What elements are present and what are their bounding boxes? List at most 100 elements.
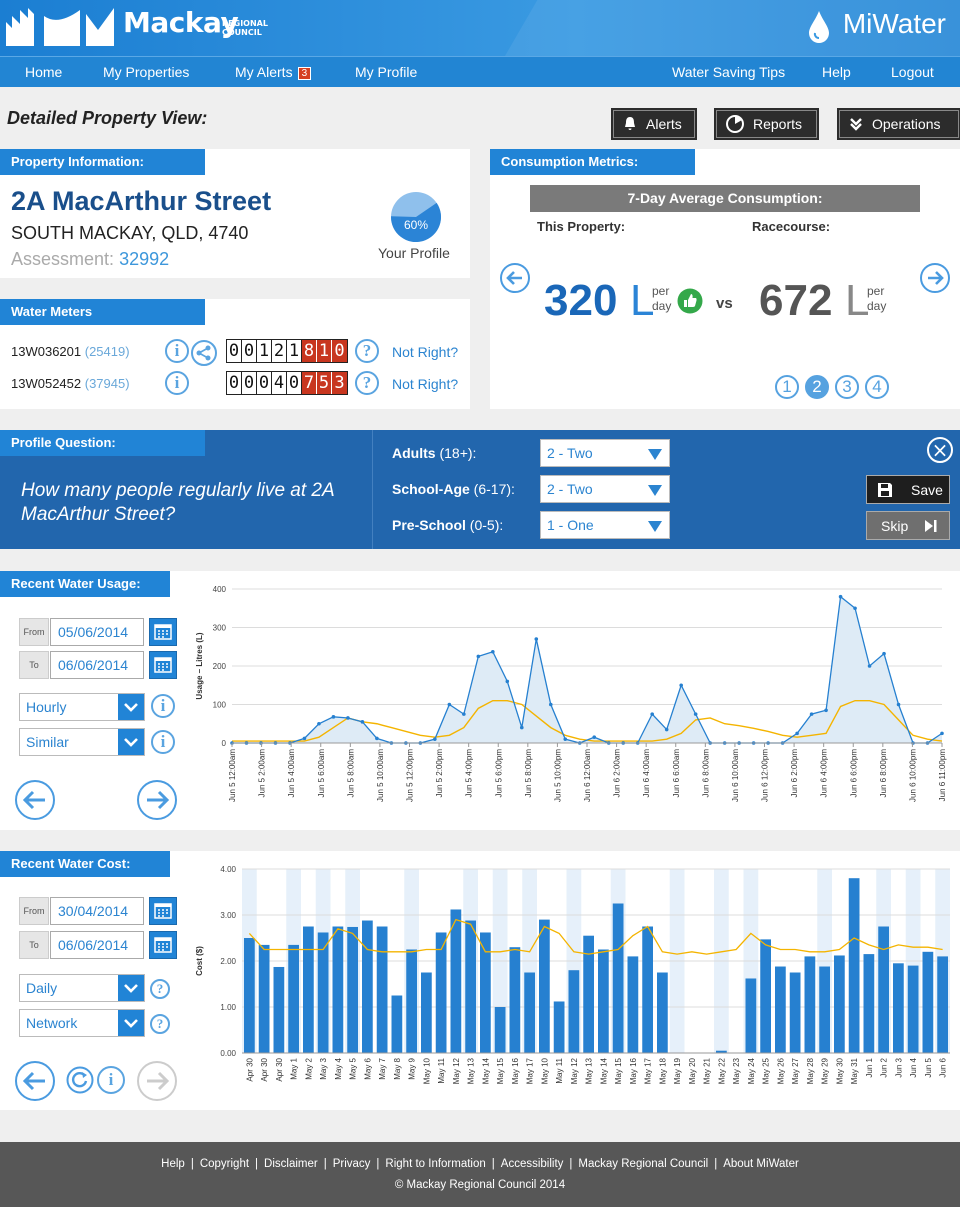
footer-link[interactable]: Right to Information — [385, 1158, 486, 1170]
info-icon[interactable]: i — [97, 1066, 125, 1094]
footer-link[interactable]: Mackay Regional Council — [578, 1158, 709, 1170]
water-drop-icon — [809, 11, 829, 43]
chevron-down-icon — [118, 729, 144, 755]
x-tick-label: May 29 — [821, 1057, 830, 1084]
usage-comparison-select[interactable]: Similar — [19, 728, 145, 756]
help-question-icon[interactable]: ? — [150, 979, 170, 999]
nav-my-properties[interactable]: My Properties — [103, 64, 190, 80]
refresh-icon[interactable] — [66, 1066, 94, 1094]
page-2-button[interactable]: 2 — [805, 375, 829, 399]
x-tick-label: Jun 5 — [924, 1057, 933, 1077]
cost-bar — [406, 949, 417, 1053]
cost-bar — [893, 963, 904, 1053]
calendar-icon[interactable] — [149, 897, 177, 925]
usage-point — [679, 683, 683, 688]
y-tick-label: 0 — [222, 739, 227, 748]
property-address: 2A MacArthur Street — [11, 186, 272, 216]
usage-point — [433, 737, 437, 741]
nav-my-profile[interactable]: My Profile — [355, 64, 418, 80]
x-tick-label: Jun 2 — [880, 1057, 889, 1077]
info-icon[interactable]: i — [151, 730, 175, 754]
share-icon[interactable] — [190, 339, 218, 367]
profile-completion-pie[interactable]: 60% — [390, 191, 442, 243]
footer: Help | Copyright | Disclaimer | Privacy | Right … — [0, 1142, 960, 1207]
consumption-metrics-tab: Consumption Metrics: — [490, 149, 695, 175]
x-tick-label: Apr 30 — [245, 1057, 254, 1081]
calendar-icon[interactable] — [149, 931, 177, 959]
usage-to-date-input[interactable]: 06/06/2014 — [50, 651, 144, 679]
help-question-icon[interactable]: ? — [355, 371, 379, 395]
cost-bar — [435, 932, 447, 1053]
footer-link[interactable]: Privacy — [332, 1158, 371, 1170]
alerts-button[interactable]: Alerts — [613, 110, 695, 138]
nav-home[interactable]: Home — [25, 64, 63, 80]
page-3-button[interactable]: 3 — [835, 375, 859, 399]
close-icon[interactable]: × — [927, 437, 953, 463]
footer-links: Help | Copyright | Disclaimer | Privacy | Right … — [161, 1158, 799, 1170]
not-right-link[interactable]: Not Right? — [392, 344, 459, 360]
footer-link[interactable]: Help — [161, 1158, 185, 1170]
help-question-icon[interactable]: ? — [355, 339, 379, 363]
forward-arrow-icon[interactable] — [137, 780, 177, 820]
cost-comparison-select[interactable]: Network — [19, 1009, 145, 1037]
x-tick-label: May 28 — [806, 1057, 815, 1084]
footer-link[interactable]: About MiWater — [723, 1158, 799, 1170]
water-cost-chart: 0.00 1.00 2.00 3.00 4.00 Cost ($) Apr 30 Apr 30… — [195, 865, 950, 1084]
nav-my-alerts[interactable]: My Alerts 3 — [235, 64, 312, 80]
usage-point — [375, 736, 379, 741]
cost-from-date-input[interactable]: 30/04/2014 — [50, 897, 144, 925]
info-icon[interactable]: i — [151, 694, 175, 718]
info-icon[interactable]: i — [165, 371, 189, 395]
cost-bar — [657, 972, 668, 1053]
cost-bar — [539, 919, 550, 1053]
usage-interval-select[interactable]: Hourly — [19, 693, 145, 721]
x-tick-label: Jun 6 12:00pm — [761, 749, 770, 802]
school-age-label: School-Age (6-17): — [392, 481, 515, 497]
usage-from-date-input[interactable]: 05/06/2014 — [50, 618, 144, 646]
x-tick-label: May 11 — [437, 1057, 446, 1083]
next-arrow-icon[interactable] — [920, 263, 950, 293]
usage-point — [447, 702, 452, 707]
nav-water-saving-tips[interactable]: Water Saving Tips — [672, 64, 786, 80]
footer-link[interactable]: Disclaimer — [264, 1158, 318, 1170]
calendar-icon[interactable] — [149, 618, 177, 646]
from-label: From — [19, 897, 49, 925]
adults-select[interactable]: 2 - Two — [540, 439, 670, 467]
cost-bar — [804, 956, 816, 1053]
calendar-icon[interactable] — [149, 651, 177, 679]
cost-bar — [789, 972, 801, 1053]
back-arrow-icon[interactable] — [15, 780, 55, 820]
x-tick-label: Jun 3 — [894, 1057, 903, 1077]
reports-button[interactable]: Reports — [716, 110, 817, 138]
school-age-select[interactable]: 2 - Two — [540, 475, 670, 503]
x-tick-label: May 14 — [599, 1057, 608, 1084]
alerts-button-label: Alerts — [646, 116, 682, 132]
x-tick-label: May 20 — [688, 1057, 697, 1084]
x-tick-label: May 13 — [585, 1057, 594, 1084]
reports-button-label: Reports — [753, 116, 803, 132]
help-question-icon[interactable]: ? — [150, 1014, 170, 1034]
info-icon[interactable]: i — [165, 339, 189, 363]
footer-link[interactable]: Accessibility — [500, 1158, 564, 1170]
not-right-link[interactable]: Not Right? — [392, 376, 459, 392]
pre-school-select[interactable]: 1 - One — [540, 511, 670, 539]
assessment-number[interactable]: 32992 — [119, 249, 170, 269]
nav-logout[interactable]: Logout — [891, 64, 934, 80]
page-4-button[interactable]: 4 — [865, 375, 889, 399]
cost-bar — [465, 920, 476, 1053]
previous-arrow-icon[interactable] — [500, 263, 530, 293]
skip-button[interactable]: Skip — [866, 511, 950, 540]
page-1-button[interactable]: 1 — [775, 375, 799, 399]
nav-help[interactable]: Help — [822, 64, 851, 80]
x-tick-label: Jun 6 6:00pm — [849, 749, 858, 798]
footer-link[interactable]: Copyright — [199, 1158, 250, 1170]
x-tick-label: May 7 — [378, 1057, 387, 1079]
cost-to-date-input[interactable]: 06/06/2014 — [50, 931, 144, 959]
save-button[interactable]: Save — [866, 475, 950, 504]
back-arrow-icon[interactable] — [15, 1061, 55, 1101]
operations-button[interactable]: Operations — [839, 110, 959, 138]
cost-interval-select[interactable]: Daily — [19, 974, 145, 1002]
skip-forward-icon — [925, 519, 937, 532]
x-tick-label: Jun 5 6:00pm — [494, 749, 503, 798]
water-meters-tab: Water Meters — [0, 299, 205, 325]
